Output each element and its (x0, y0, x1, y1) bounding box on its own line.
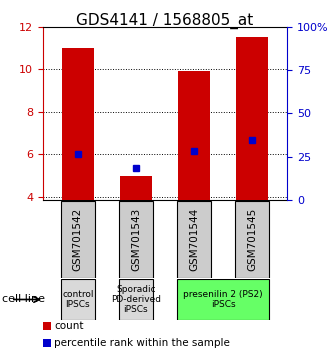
Bar (119, 201, 153, 278)
Bar (236, 37, 268, 200)
Text: GSM701545: GSM701545 (247, 208, 257, 271)
Text: Sporadic
PD-derived
iPSCs: Sporadic PD-derived iPSCs (111, 285, 161, 314)
Bar (62, 48, 94, 200)
Text: GSM701544: GSM701544 (189, 208, 199, 271)
Bar (235, 201, 269, 278)
Text: control
IPSCs: control IPSCs (62, 290, 93, 309)
Bar (177, 201, 211, 278)
Text: GSM701542: GSM701542 (73, 208, 83, 271)
Bar (61, 201, 95, 278)
Bar (61, 279, 95, 320)
Bar (177, 279, 269, 320)
Text: presenilin 2 (PS2)
iPSCs: presenilin 2 (PS2) iPSCs (183, 290, 263, 309)
Bar (119, 279, 153, 320)
Text: GSM701543: GSM701543 (131, 208, 141, 271)
Text: percentile rank within the sample: percentile rank within the sample (54, 338, 230, 348)
Text: GDS4141 / 1568805_at: GDS4141 / 1568805_at (76, 12, 254, 29)
Bar (120, 176, 152, 200)
Bar (178, 71, 210, 200)
Text: count: count (54, 321, 84, 331)
Text: cell line: cell line (2, 295, 45, 304)
